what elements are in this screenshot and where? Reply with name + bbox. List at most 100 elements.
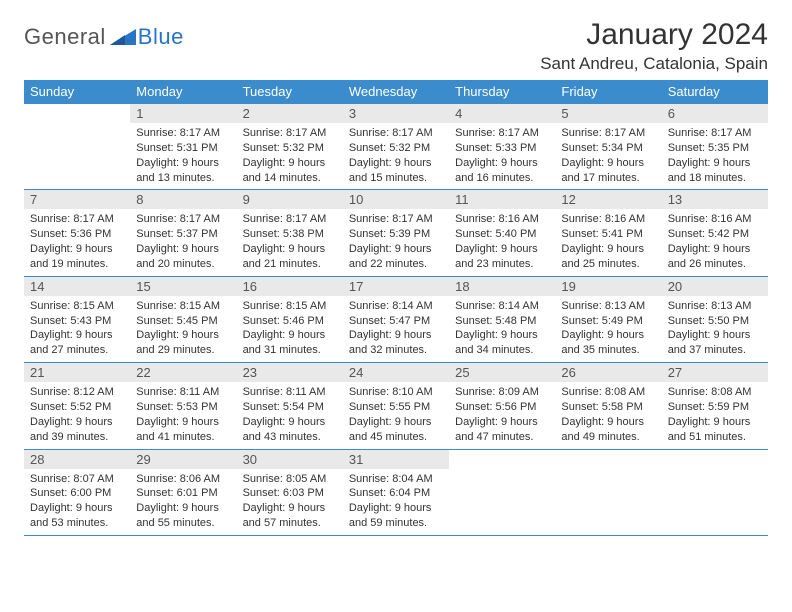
calendar-row: ..1Sunrise: 8:17 AMSunset: 5:31 PMDaylig…: [24, 104, 768, 190]
day-number: 25: [449, 363, 555, 382]
location-text: Sant Andreu, Catalonia, Spain: [540, 54, 768, 74]
day-details: Sunrise: 8:15 AMSunset: 5:45 PMDaylight:…: [130, 296, 236, 362]
day-number: 26: [555, 363, 661, 382]
day-header: Thursday: [449, 80, 555, 104]
day-number: 6: [662, 104, 768, 123]
calendar-cell: 4Sunrise: 8:17 AMSunset: 5:33 PMDaylight…: [449, 104, 555, 190]
day-details: Sunrise: 8:17 AMSunset: 5:38 PMDaylight:…: [237, 209, 343, 275]
day-number: 22: [130, 363, 236, 382]
day-number: 23: [237, 363, 343, 382]
day-number: 16: [237, 277, 343, 296]
day-details: Sunrise: 8:04 AMSunset: 6:04 PMDaylight:…: [343, 469, 449, 535]
day-details: Sunrise: 8:13 AMSunset: 5:49 PMDaylight:…: [555, 296, 661, 362]
day-details: Sunrise: 8:15 AMSunset: 5:46 PMDaylight:…: [237, 296, 343, 362]
calendar-cell: 17Sunrise: 8:14 AMSunset: 5:47 PMDayligh…: [343, 276, 449, 362]
calendar-cell: 12Sunrise: 8:16 AMSunset: 5:41 PMDayligh…: [555, 190, 661, 276]
day-details: Sunrise: 8:09 AMSunset: 5:56 PMDaylight:…: [449, 382, 555, 448]
day-number: 8: [130, 190, 236, 209]
calendar-body: ..1Sunrise: 8:17 AMSunset: 5:31 PMDaylig…: [24, 104, 768, 536]
calendar-cell: 7Sunrise: 8:17 AMSunset: 5:36 PMDaylight…: [24, 190, 130, 276]
day-details: Sunrise: 8:17 AMSunset: 5:32 PMDaylight:…: [237, 123, 343, 189]
day-details: Sunrise: 8:17 AMSunset: 5:33 PMDaylight:…: [449, 123, 555, 189]
calendar-cell: 20Sunrise: 8:13 AMSunset: 5:50 PMDayligh…: [662, 276, 768, 362]
calendar-row: 21Sunrise: 8:12 AMSunset: 5:52 PMDayligh…: [24, 363, 768, 449]
day-details: Sunrise: 8:17 AMSunset: 5:36 PMDaylight:…: [24, 209, 130, 275]
day-number: 10: [343, 190, 449, 209]
calendar-cell: 13Sunrise: 8:16 AMSunset: 5:42 PMDayligh…: [662, 190, 768, 276]
day-number: 24: [343, 363, 449, 382]
day-number: 27: [662, 363, 768, 382]
day-header: Friday: [555, 80, 661, 104]
calendar-cell: 10Sunrise: 8:17 AMSunset: 5:39 PMDayligh…: [343, 190, 449, 276]
calendar-cell: ..: [449, 449, 555, 535]
day-details: Sunrise: 8:17 AMSunset: 5:39 PMDaylight:…: [343, 209, 449, 275]
day-header: Monday: [130, 80, 236, 104]
calendar-cell: 24Sunrise: 8:10 AMSunset: 5:55 PMDayligh…: [343, 363, 449, 449]
day-number: 20: [662, 277, 768, 296]
day-number: 18: [449, 277, 555, 296]
title-block: January 2024 Sant Andreu, Catalonia, Spa…: [540, 18, 768, 74]
calendar-cell: 31Sunrise: 8:04 AMSunset: 6:04 PMDayligh…: [343, 449, 449, 535]
calendar-cell: 6Sunrise: 8:17 AMSunset: 5:35 PMDaylight…: [662, 104, 768, 190]
day-header: Tuesday: [237, 80, 343, 104]
day-details: Sunrise: 8:16 AMSunset: 5:40 PMDaylight:…: [449, 209, 555, 275]
brand-blue: Blue: [138, 24, 184, 50]
day-details: Sunrise: 8:15 AMSunset: 5:43 PMDaylight:…: [24, 296, 130, 362]
brand-logo: General Blue: [24, 18, 184, 50]
calendar-head: SundayMondayTuesdayWednesdayThursdayFrid…: [24, 80, 768, 104]
calendar-cell: 19Sunrise: 8:13 AMSunset: 5:49 PMDayligh…: [555, 276, 661, 362]
calendar-cell: 8Sunrise: 8:17 AMSunset: 5:37 PMDaylight…: [130, 190, 236, 276]
calendar-cell: 11Sunrise: 8:16 AMSunset: 5:40 PMDayligh…: [449, 190, 555, 276]
day-number: 2: [237, 104, 343, 123]
day-details: Sunrise: 8:13 AMSunset: 5:50 PMDaylight:…: [662, 296, 768, 362]
calendar-cell: 23Sunrise: 8:11 AMSunset: 5:54 PMDayligh…: [237, 363, 343, 449]
day-details: Sunrise: 8:08 AMSunset: 5:58 PMDaylight:…: [555, 382, 661, 448]
day-details: Sunrise: 8:11 AMSunset: 5:54 PMDaylight:…: [237, 382, 343, 448]
day-number: 29: [130, 450, 236, 469]
calendar-cell: 2Sunrise: 8:17 AMSunset: 5:32 PMDaylight…: [237, 104, 343, 190]
day-number: 9: [237, 190, 343, 209]
calendar-row: 28Sunrise: 8:07 AMSunset: 6:00 PMDayligh…: [24, 449, 768, 535]
day-header: Sunday: [24, 80, 130, 104]
day-header: Wednesday: [343, 80, 449, 104]
day-number: 28: [24, 450, 130, 469]
day-details: Sunrise: 8:17 AMSunset: 5:34 PMDaylight:…: [555, 123, 661, 189]
calendar-row: 7Sunrise: 8:17 AMSunset: 5:36 PMDaylight…: [24, 190, 768, 276]
calendar-cell: ..: [555, 449, 661, 535]
day-number: 19: [555, 277, 661, 296]
calendar-cell: 22Sunrise: 8:11 AMSunset: 5:53 PMDayligh…: [130, 363, 236, 449]
day-details: Sunrise: 8:05 AMSunset: 6:03 PMDaylight:…: [237, 469, 343, 535]
day-number: 17: [343, 277, 449, 296]
day-number: 21: [24, 363, 130, 382]
day-number: 14: [24, 277, 130, 296]
calendar-cell: ..: [24, 104, 130, 190]
day-details: Sunrise: 8:16 AMSunset: 5:42 PMDaylight:…: [662, 209, 768, 275]
calendar-cell: 27Sunrise: 8:08 AMSunset: 5:59 PMDayligh…: [662, 363, 768, 449]
day-details: Sunrise: 8:17 AMSunset: 5:35 PMDaylight:…: [662, 123, 768, 189]
day-details: Sunrise: 8:14 AMSunset: 5:47 PMDaylight:…: [343, 296, 449, 362]
page-root: General Blue January 2024 Sant Andreu, C…: [0, 0, 792, 536]
calendar-cell: 30Sunrise: 8:05 AMSunset: 6:03 PMDayligh…: [237, 449, 343, 535]
day-number: 11: [449, 190, 555, 209]
day-number: 13: [662, 190, 768, 209]
day-details: Sunrise: 8:11 AMSunset: 5:53 PMDaylight:…: [130, 382, 236, 448]
day-details: Sunrise: 8:17 AMSunset: 5:31 PMDaylight:…: [130, 123, 236, 189]
calendar-cell: 15Sunrise: 8:15 AMSunset: 5:45 PMDayligh…: [130, 276, 236, 362]
day-details: Sunrise: 8:16 AMSunset: 5:41 PMDaylight:…: [555, 209, 661, 275]
day-number: 4: [449, 104, 555, 123]
day-details: Sunrise: 8:10 AMSunset: 5:55 PMDaylight:…: [343, 382, 449, 448]
day-details: Sunrise: 8:06 AMSunset: 6:01 PMDaylight:…: [130, 469, 236, 535]
day-number: 12: [555, 190, 661, 209]
header-row: General Blue January 2024 Sant Andreu, C…: [24, 18, 768, 74]
calendar-cell: 29Sunrise: 8:06 AMSunset: 6:01 PMDayligh…: [130, 449, 236, 535]
day-number: 15: [130, 277, 236, 296]
calendar-row: 14Sunrise: 8:15 AMSunset: 5:43 PMDayligh…: [24, 276, 768, 362]
day-number: 5: [555, 104, 661, 123]
calendar-cell: 18Sunrise: 8:14 AMSunset: 5:48 PMDayligh…: [449, 276, 555, 362]
calendar-cell: 5Sunrise: 8:17 AMSunset: 5:34 PMDaylight…: [555, 104, 661, 190]
month-title: January 2024: [540, 18, 768, 52]
calendar-cell: 3Sunrise: 8:17 AMSunset: 5:32 PMDaylight…: [343, 104, 449, 190]
calendar-cell: 1Sunrise: 8:17 AMSunset: 5:31 PMDaylight…: [130, 104, 236, 190]
day-number: 30: [237, 450, 343, 469]
calendar-cell: 14Sunrise: 8:15 AMSunset: 5:43 PMDayligh…: [24, 276, 130, 362]
